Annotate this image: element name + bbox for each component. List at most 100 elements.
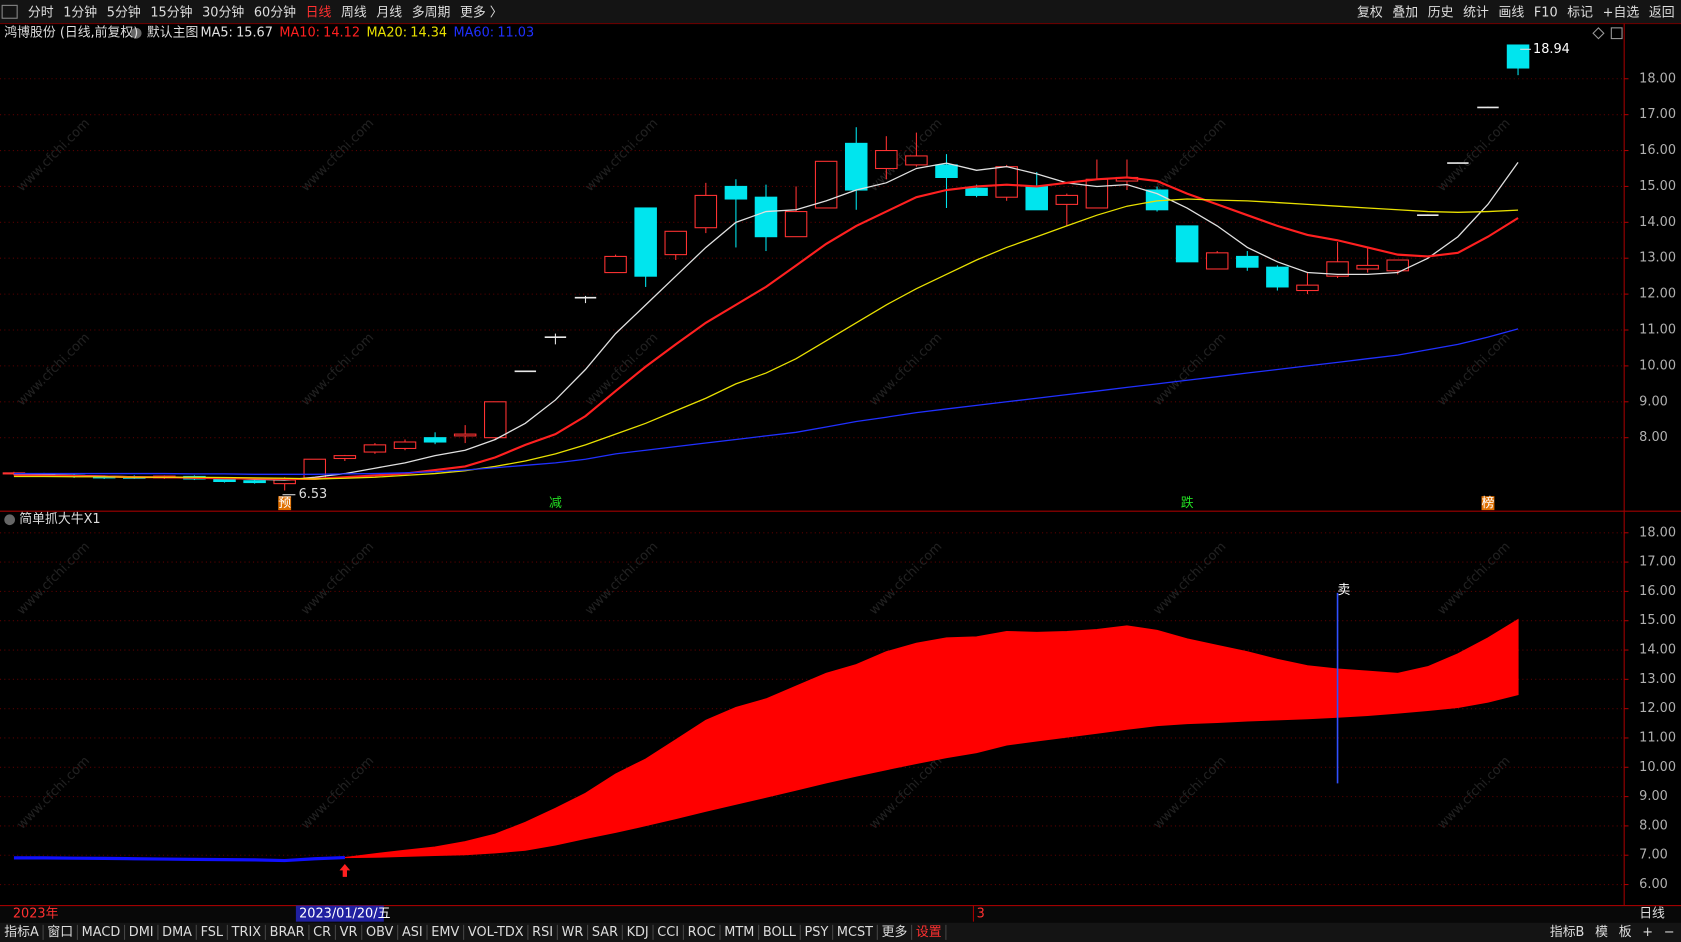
toolbar-item[interactable]: 5分钟 [107, 4, 141, 20]
toolbar-item[interactable]: 60分钟 [254, 4, 296, 20]
y-tick-label: 17.00 [1639, 555, 1676, 570]
y-tick-label: 8.00 [1639, 818, 1668, 833]
indicator-tab[interactable]: WR [562, 925, 584, 940]
event-marker[interactable]: 预 [278, 496, 291, 511]
candle-body [1025, 185, 1048, 211]
toolbar-item[interactable]: 返回 [1649, 5, 1675, 20]
menu-icon[interactable] [1, 4, 18, 19]
indicator-tab[interactable]: VOL-TDX [468, 925, 524, 940]
ma-line [13, 176, 1519, 481]
indicator-tab[interactable]: TRIX [231, 925, 262, 940]
candle-body [844, 142, 868, 191]
toolbar-item[interactable]: 模 [1595, 925, 1608, 940]
indicator-tab[interactable]: 窗口 [47, 924, 73, 940]
indicator-tab[interactable]: 设置 [916, 925, 942, 940]
y-tick-label: 16.00 [1639, 143, 1676, 158]
y-tick-label: 9.00 [1639, 394, 1668, 409]
indicator-tab[interactable]: CCI [657, 925, 679, 940]
event-marker[interactable]: 跌 [1181, 495, 1194, 511]
indicator-tab[interactable]: FSL [201, 925, 224, 940]
indicator-tab[interactable]: MTM [724, 925, 754, 940]
date-mark: 3 [977, 907, 985, 922]
y-tick-label: 12.00 [1639, 701, 1676, 716]
toolbar-item[interactable]: 月线 [376, 5, 402, 20]
indicator-tab[interactable]: ROC [688, 925, 716, 940]
toolbar-item[interactable]: 叠加 [1392, 5, 1418, 20]
period-label: 日线 [1639, 907, 1665, 922]
indicator-tab[interactable]: CR [313, 925, 331, 940]
band-area [344, 618, 1519, 859]
candle-body [1296, 284, 1319, 292]
signal-line [13, 855, 345, 863]
toolbar-item[interactable]: 日线 [306, 5, 332, 20]
toolbar-item[interactable]: 更多 〉 [460, 5, 503, 20]
y-tick-label: 14.00 [1639, 643, 1676, 658]
y-tick-label: 15.00 [1639, 179, 1676, 194]
indicator-tab[interactable]: EMV [431, 925, 459, 940]
toolbar-item[interactable]: 历史 [1428, 5, 1454, 20]
toolbar-item[interactable]: 画线 [1499, 5, 1525, 20]
indicator-tab[interactable]: KDJ [627, 925, 649, 940]
candle-body [393, 441, 417, 449]
candle-body [453, 433, 477, 437]
toolbar-item[interactable]: 15分钟 [150, 4, 192, 20]
indicator-tab[interactable]: MACD [82, 925, 121, 940]
toolbar-item[interactable]: 板 [1619, 925, 1632, 940]
buy-arrow [339, 864, 351, 877]
toolbar-item[interactable]: 周线 [341, 5, 367, 20]
candle-body [423, 437, 447, 443]
candle-body [754, 196, 778, 238]
candle-body [1055, 194, 1079, 205]
toolbar-item[interactable]: + [1642, 925, 1653, 940]
toolbar-item[interactable]: 标记 [1567, 5, 1593, 20]
indicator-title: 简单抓大牛X1 [19, 512, 100, 527]
candle-body [363, 444, 387, 453]
y-tick-label: 13.00 [1639, 672, 1676, 687]
toolbar-item[interactable]: 指标B [1550, 925, 1585, 940]
toolbar-item[interactable]: +自选 [1603, 5, 1640, 20]
indicator-tab[interactable]: BRAR [270, 925, 305, 940]
indicator-tab[interactable]: 更多 [882, 925, 908, 940]
toolbar-item[interactable]: 分时 [28, 5, 54, 20]
legend-name: MA5: [200, 26, 232, 41]
indicator-tab[interactable]: DMI [129, 925, 154, 940]
y-tick-label: 18.00 [1639, 71, 1676, 86]
indicator-tab[interactable]: 指标A [4, 925, 39, 940]
indicator-tab[interactable]: DMA [162, 925, 192, 940]
toolbar-item[interactable]: 30分钟 [202, 4, 244, 20]
toolbar-item[interactable]: 多周期 [412, 5, 451, 20]
indicator-tab[interactable]: PSY [805, 925, 829, 940]
legend-name: MA60: [454, 26, 495, 41]
toolbar-item[interactable]: 统计 [1463, 5, 1489, 20]
candle-body [303, 458, 327, 479]
chart-title: 鸿博股份 (日线,前复权) [4, 25, 138, 41]
y-tick-label: 12.00 [1639, 287, 1676, 302]
event-marker[interactable]: 榜 [1482, 495, 1495, 511]
bottom-toolbar [0, 922, 1681, 942]
candle-body [784, 211, 808, 238]
indicator-tab[interactable]: VR [340, 925, 358, 940]
candle-body [1356, 264, 1379, 270]
indicator-tab[interactable]: MCST [837, 925, 873, 940]
indicator-tab[interactable]: SAR [592, 925, 618, 940]
toolbar-item[interactable]: − [1664, 925, 1675, 940]
indicator-tab[interactable]: ASI [402, 925, 423, 940]
toolbar-item[interactable]: 复权 [1357, 4, 1383, 20]
event-marker-box [1481, 496, 1495, 511]
indicator-tab[interactable]: BOLL [763, 925, 797, 940]
candle-body [664, 230, 688, 256]
toolbar-item[interactable]: F10 [1534, 5, 1558, 20]
event-marker[interactable]: 减 [549, 496, 562, 511]
y-tick-label: 10.00 [1639, 760, 1676, 775]
legend-value: 14.12 [323, 26, 360, 41]
indicator-icon[interactable] [4, 514, 16, 526]
template-icon[interactable] [130, 27, 142, 39]
pane-icon[interactable] [1610, 27, 1623, 40]
indicator-tab[interactable]: OBV [366, 925, 394, 940]
date-year: 2023年 [13, 907, 59, 922]
indicator-tab[interactable]: RSI [532, 925, 553, 940]
toolbar-item[interactable]: 1分钟 [63, 4, 97, 20]
pane-icon[interactable] [1592, 27, 1605, 40]
signal-label: 卖 [1338, 583, 1351, 598]
